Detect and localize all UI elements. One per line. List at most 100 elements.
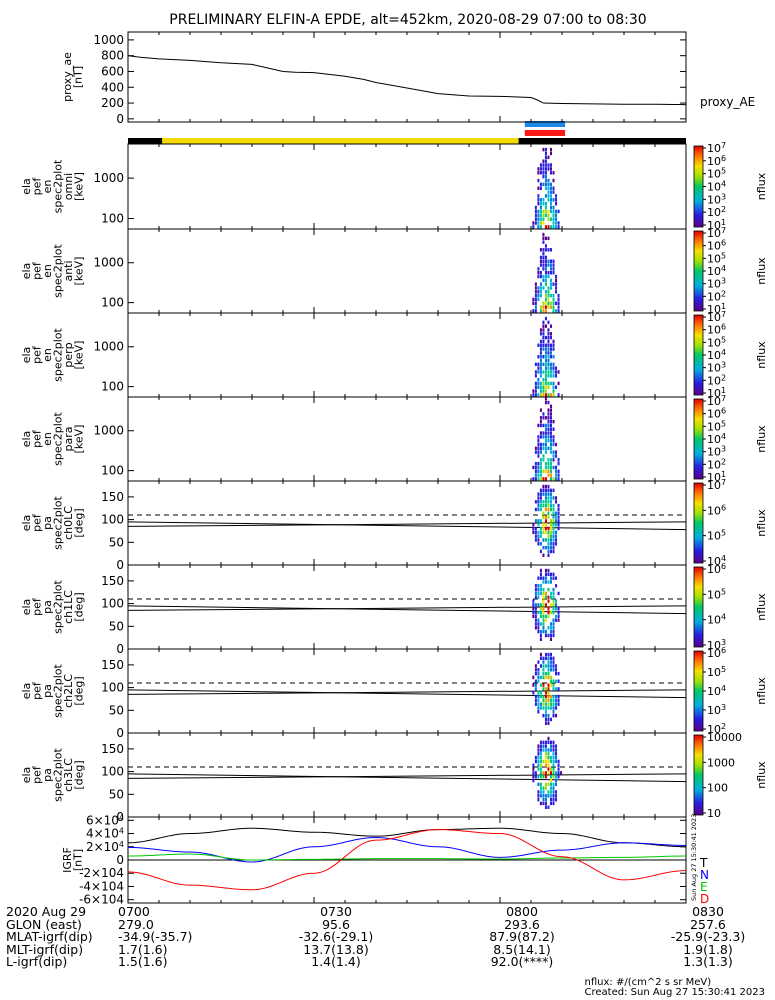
spectrogram-cell: [537, 748, 540, 752]
ylabel-proxy_ae-line: [nT]: [71, 66, 84, 88]
spectrogram-cell: [555, 671, 558, 676]
spectrogram-cell: [542, 786, 545, 790]
spectrogram-cell: [547, 271, 550, 275]
spectrogram-cell: [549, 503, 553, 508]
spectrogram-cell: [542, 221, 545, 225]
spectrogram-cell: [557, 381, 560, 386]
spectrogram-cell: [544, 702, 547, 706]
spectrogram-cell: [539, 794, 542, 798]
y-tick-label: 50: [109, 535, 124, 549]
spectrogram-cell: [542, 538, 545, 542]
spectrogram-cell: [537, 767, 540, 771]
field-line: [127, 773, 687, 779]
spectrogram-cell: [549, 572, 553, 577]
spectrogram-cell: [539, 775, 542, 779]
spectrogram-cell: [549, 591, 553, 596]
colorbar-label: nflux: [755, 257, 768, 285]
spectrogram-cell: [532, 477, 535, 481]
spectrogram-cell: [542, 458, 545, 462]
spectrogram-cell: [544, 477, 547, 481]
spectrogram-cell: [532, 389, 535, 393]
spectrogram-cell: [542, 515, 545, 519]
spectrogram-cell: [549, 698, 553, 703]
spectrogram-cell: [544, 496, 547, 500]
spectrogram-cell: [537, 225, 540, 229]
spectrogram-cell: [552, 618, 555, 622]
spectrogram-cell: [547, 182, 550, 187]
colorbar-tick-label: 105: [707, 665, 726, 679]
spectrogram-cell: [547, 286, 550, 290]
colorbar-tick-label: 104: [707, 432, 726, 446]
spectrogram-cell: [549, 610, 553, 615]
spectrogram-cell: [547, 767, 550, 771]
spectrogram-cell: [549, 526, 553, 531]
spectrogram-cell: [547, 542, 550, 546]
spectrogram-cell: [544, 797, 547, 802]
colorbar-tick-label: 103: [707, 445, 726, 459]
spectrogram-cell: [542, 603, 545, 607]
ylabel-perp-line: ela: [20, 347, 33, 364]
spectrogram-cell: [549, 660, 553, 664]
spectrogram-cell: [549, 775, 553, 779]
spectrogram-cell: [549, 259, 553, 263]
spectrogram-cell: [532, 778, 535, 783]
y-tick-label: 100: [101, 380, 124, 394]
spectrogram-cell: [547, 530, 550, 535]
spectrogram-cell: [534, 698, 537, 703]
spectrogram-cell: [547, 351, 550, 355]
spectrogram-cell: [537, 576, 540, 580]
spectrogram-cell: [547, 259, 550, 263]
colorbar: [693, 230, 704, 312]
spectrogram-cell: [539, 461, 542, 466]
spectrogram-cell: [542, 446, 545, 451]
spectrogram-cell: [552, 702, 555, 706]
spectrogram-cell: [537, 442, 540, 447]
spectrogram-cell: [539, 530, 542, 535]
spectrogram-cell: [544, 278, 547, 283]
spectrogram-cell: [537, 213, 540, 218]
spectrogram-cell: [552, 622, 555, 626]
spectrogram-cell: [547, 178, 550, 183]
panel-frame: [127, 396, 687, 482]
spectrogram-cell: [557, 759, 560, 764]
spectrogram-cell: [547, 702, 550, 706]
colorbar-label: nflux: [755, 593, 768, 621]
spectrogram-cell: [539, 290, 542, 294]
colorbar-tick-label: 103: [707, 638, 726, 652]
spectrogram-cell: [552, 752, 555, 756]
spectrogram-cell: [534, 370, 537, 374]
spectrogram-cell: [532, 465, 535, 470]
panel-anti: elapefenspec2plotanti[keV]10010001011021…: [20, 226, 768, 316]
spectrogram-cell: [542, 492, 545, 496]
spectrogram-cell: [555, 748, 558, 752]
spectrogram-cell: [537, 381, 540, 386]
spectrogram-cell: [542, 477, 545, 481]
spectrogram-cell: [544, 687, 547, 691]
spectrogram-cell: [555, 797, 558, 802]
colorbar-tick-label: 106: [707, 407, 726, 421]
spectrogram-cell: [542, 236, 545, 241]
spectrogram-cell: [555, 366, 558, 370]
spectrogram-cell: [547, 423, 550, 428]
colorbar-tick-label: 105: [707, 529, 726, 543]
spectrogram-cell: [552, 309, 555, 313]
spectrogram-cell: [557, 458, 560, 462]
colorbar-tick-label: 104: [707, 180, 726, 194]
footer-value: -34.9(-35.7): [118, 929, 193, 944]
spectrogram-cell: [537, 362, 540, 367]
ylabel-ch2LC-line: pef: [30, 681, 43, 700]
spectrogram-cell: [547, 225, 550, 229]
spectrogram-cell: [552, 435, 555, 439]
colorbar: [693, 314, 704, 396]
spectrogram-cell: [547, 805, 550, 809]
spectrogram-cell: [542, 794, 545, 798]
figure-title: PRELIMINARY ELFIN-A EPDE, alt=452km, 202…: [169, 12, 646, 28]
spectrogram-cell: [539, 293, 542, 298]
spectrogram-cell: [539, 186, 542, 190]
spectrogram-cell: [542, 694, 545, 699]
spectrogram-cell: [532, 691, 535, 695]
spectrogram-cell: [549, 496, 553, 500]
spectrogram-cell: [537, 201, 540, 206]
ylabel-ch3LC-line: ch3LC: [62, 758, 75, 792]
